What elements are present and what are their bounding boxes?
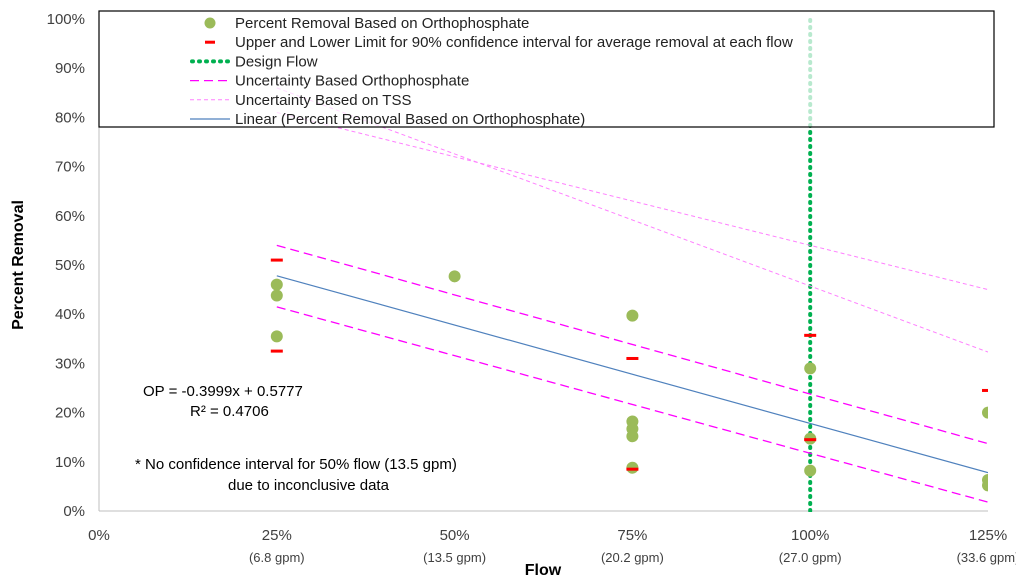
x-tick-label: 50%: [440, 527, 470, 544]
trendline-equation: OP = -0.3999x + 0.5777: [143, 383, 303, 400]
confidence-limit-marker: [626, 467, 639, 471]
x-tick-sublabel: (20.2 gpm): [601, 550, 664, 565]
data-point: [982, 479, 988, 492]
x-axis-title: Flow: [525, 562, 562, 578]
y-tick-label: 80%: [55, 109, 85, 126]
y-tick-label: 50%: [55, 257, 85, 274]
data-point: [270, 278, 283, 291]
data-point: [448, 270, 461, 283]
legend-swatch-point: [204, 17, 216, 29]
legend-label: Percent Removal Based on Orthophosphate: [235, 15, 529, 32]
tick-labels: 0% 10% 20% 30% 40% 50% 60% 70% 80% 90% 100% 0% 25% (6…: [47, 11, 1016, 565]
x-tick-sublabel: (13.5 gpm): [423, 550, 486, 565]
data-point: [270, 330, 283, 343]
data-point: [626, 430, 639, 443]
y-tick-label: 20%: [55, 405, 85, 422]
legend-box: [98, 10, 995, 128]
confidence-limit-marker: [804, 333, 817, 337]
legend-label: Uncertainty Based Orthophosphate: [235, 73, 469, 90]
note-line-1: * No confidence interval for 50% flow (1…: [135, 456, 457, 473]
y-tick-label: 70%: [55, 159, 85, 176]
legend: Percent Removal Based on Orthophosphate U…: [98, 10, 995, 128]
r-squared-value: R² = 0.4706: [190, 403, 269, 420]
x-tick-sublabel: (27.0 gpm): [779, 550, 842, 565]
legend-label: Linear (Percent Removal Based on Orthoph…: [235, 111, 585, 128]
x-tick-sublabel: (6.8 gpm): [249, 550, 305, 565]
x-tick-label: 25%: [262, 527, 292, 544]
linear-trendline: [276, 275, 988, 474]
confidence-limit-marker: [270, 349, 283, 353]
confidence-limit-marker: [982, 388, 988, 392]
y-axis-title: Percent Removal: [10, 200, 27, 330]
y-tick-label: 100%: [47, 11, 85, 28]
legend-label: Design Flow: [235, 53, 318, 70]
y-tick-label: 40%: [55, 306, 85, 323]
note-line-2: due to inconclusive data: [228, 477, 390, 494]
x-tick-label: 75%: [617, 527, 647, 544]
uncertainty-tss-line: [276, 111, 988, 291]
confidence-limit-marker: [270, 258, 283, 262]
y-tick-label: 90%: [55, 60, 85, 77]
y-tick-label: 30%: [55, 355, 85, 372]
data-point: [804, 362, 817, 375]
data-point: [626, 309, 639, 322]
uncertainty-orthophosphate-line: [276, 244, 988, 445]
x-tick-label: 0%: [88, 527, 110, 544]
y-tick-label: 0%: [63, 503, 85, 520]
uncertainty-orthophosphate-line: [276, 306, 988, 503]
data-point: [982, 406, 988, 419]
series-layer: [270, 17, 988, 512]
legend-label: Uncertainty Based on TSS: [235, 92, 411, 109]
x-tick-label: 100%: [791, 527, 829, 544]
y-tick-label: 60%: [55, 208, 85, 225]
confidence-limit-marker: [626, 356, 639, 360]
data-point: [270, 289, 283, 302]
data-point: [804, 464, 817, 477]
x-tick-label: 125%: [969, 527, 1007, 544]
uncertainty-tss-line: [276, 87, 988, 353]
legend-swatch-limit: [205, 40, 215, 44]
confidence-limit-marker: [804, 438, 817, 442]
legend-label: Upper and Lower Limit for 90% confidence…: [235, 34, 793, 51]
y-tick-label: 10%: [55, 454, 85, 471]
x-tick-sublabel: (33.6 gpm): [957, 550, 1016, 565]
